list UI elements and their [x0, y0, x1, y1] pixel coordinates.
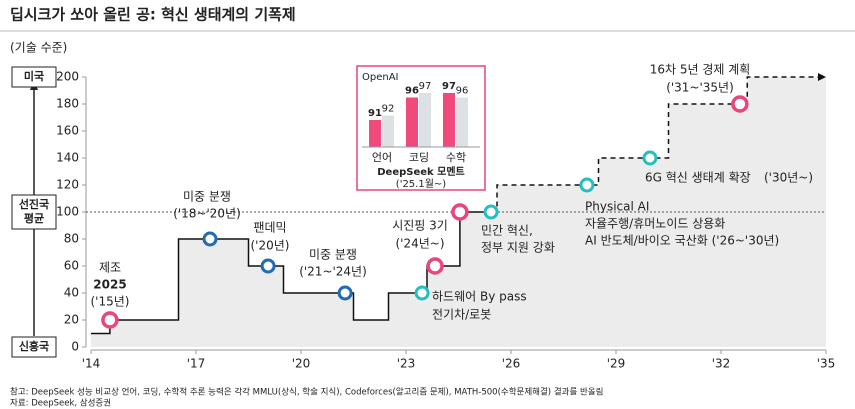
level-label: 선진국 평균 [19, 197, 49, 225]
annotation: 16차 5년 경제 계획 [650, 63, 751, 77]
footnote: 참고: DeepSeek 성능 비교상 언어, 코딩, 수학적 추론 능력은 각… [10, 387, 603, 398]
x-tick-label: '20 [292, 357, 311, 371]
level-box [11, 336, 57, 358]
marker [414, 285, 430, 301]
y-tick-label: 180 [56, 97, 79, 111]
step-line [493, 76, 826, 213]
marker [579, 177, 595, 193]
annotation: Physical AI [585, 200, 649, 214]
level-label: 신흥국 [19, 339, 49, 353]
y-tick-label: 20 [64, 313, 79, 327]
annotation: ('20년) [251, 239, 290, 253]
x-tick-label: '32 [712, 357, 731, 371]
y-tick-label: 60 [64, 259, 79, 273]
inset-category: 수학 [446, 151, 466, 164]
y-tick-label: 160 [56, 124, 79, 138]
level-label-line: 선진국 [19, 197, 49, 211]
inset-category: 코딩 [409, 151, 429, 164]
inset-bar [406, 97, 418, 147]
inset-label: OpenAI [362, 72, 399, 83]
annotation: ('31~'35년) [666, 81, 734, 95]
inset-category: 언어 [372, 151, 392, 164]
marker [731, 95, 749, 113]
value-label: 97 [419, 81, 432, 92]
inset-caption: DeepSeek 모멘트 [377, 165, 465, 178]
marker [260, 258, 276, 274]
value-label: 91 [368, 108, 382, 119]
marker [426, 257, 444, 275]
chart-title: 딥시크가 쏘아 올린 공: 혁신 생태계의 기폭제 [10, 6, 296, 24]
level-box [11, 194, 57, 230]
subtitle: (기술 수준) [10, 41, 67, 55]
y-tick-label: 0 [71, 340, 79, 354]
annotation: 미중 분쟁 [183, 190, 231, 204]
annotation: 팬데믹 [253, 221, 286, 235]
annotation: 2025 [93, 278, 126, 292]
annotation: 전기차/로봇 [432, 308, 491, 322]
annotation: 민간 혁신, [481, 224, 533, 238]
marker [337, 285, 353, 301]
area-fill [91, 77, 826, 347]
inset-bar [369, 120, 381, 147]
inset-bar [419, 93, 431, 147]
y-tick-label: 140 [56, 151, 79, 165]
marker [483, 204, 499, 220]
y-tick-label: 40 [64, 286, 79, 300]
inset-caption-sub: ('25.1월~) [396, 178, 446, 190]
annotation: ('21~'24년) [299, 265, 367, 279]
level-box [11, 66, 57, 88]
annotation: AI 반도체/바이오 국산화 ('26~'30년) [585, 234, 779, 248]
marker [202, 231, 218, 247]
x-tick-label: '29 [607, 357, 626, 371]
x-tick-label: '23 [397, 357, 416, 371]
value-label: 96 [456, 86, 469, 97]
annotation: ('24년~) [395, 237, 444, 251]
marker [642, 150, 658, 166]
footnote: 자료: DeepSeek, 삼성증권 [10, 398, 111, 409]
value-label: 96 [405, 86, 419, 97]
arrow-head [818, 73, 826, 81]
value-label: 97 [442, 81, 456, 92]
inset-bar [382, 115, 394, 147]
annotation: 미중 분쟁 [309, 248, 357, 262]
level-label-line: 평균 [24, 211, 44, 225]
level-label: 미국 [24, 69, 44, 83]
y-tick-label: 120 [56, 178, 79, 192]
annotation: 시진핑 3기 [392, 219, 448, 233]
annotation: ('18~'20년) [173, 207, 241, 221]
inset-bar [443, 93, 455, 147]
marker [451, 203, 469, 221]
x-tick-label: '26 [502, 357, 521, 371]
y-tick-label: 200 [56, 70, 79, 84]
annotation: 하드웨어 By pass [432, 290, 527, 304]
annotation: ('15년) [91, 295, 130, 309]
value-label: 92 [382, 104, 395, 115]
x-tick-label: '17 [187, 357, 206, 371]
annotation: ('30년~) [764, 171, 813, 185]
y-tick-label: 100 [56, 205, 79, 219]
marker [101, 311, 119, 329]
y-tick-label: 80 [64, 232, 79, 246]
annotation: 제조 [99, 261, 121, 275]
x-tick-label: '35 [817, 357, 836, 371]
annotation: 자율주행/휴머노이드 상용화 [585, 216, 725, 231]
annotation: 6G 혁신 생태계 확장 [645, 171, 751, 185]
annotation: 정부 지원 강화 [481, 241, 555, 255]
x-tick-label: '14 [82, 357, 101, 371]
inset-bar [456, 97, 468, 147]
